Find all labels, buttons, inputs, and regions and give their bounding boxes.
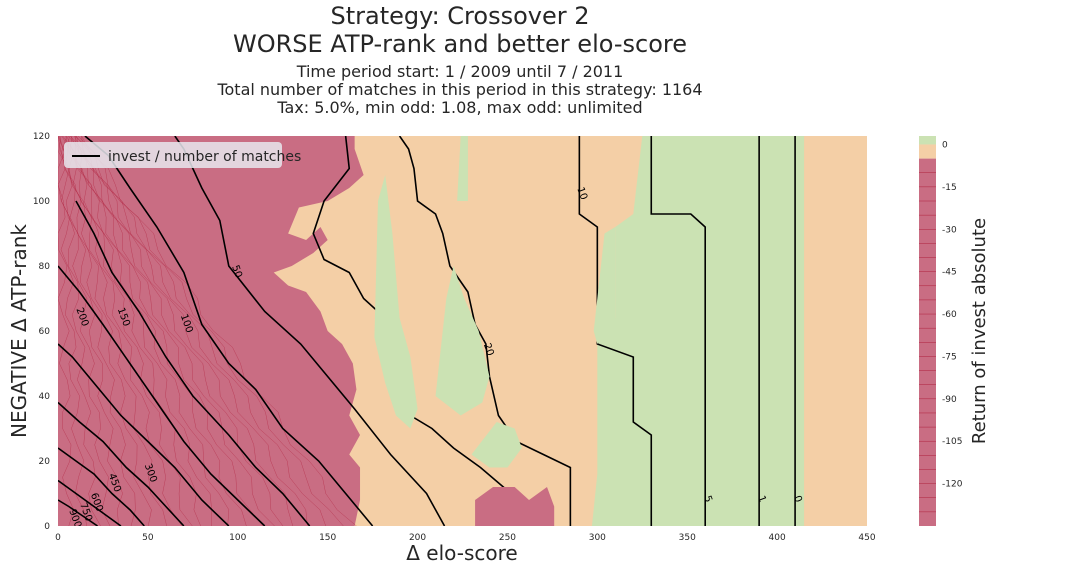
x-tick-label: 300 [589, 533, 606, 543]
contour-line-300 [58, 343, 230, 526]
x-tick-label: 200 [409, 533, 426, 543]
chart-title-line-2: WORSE ATP-rank and better elo-score [232, 30, 688, 58]
colorbar-tick-label: -45 [942, 268, 957, 278]
x-tick-label: 150 [319, 533, 336, 543]
fine-contour-line [61, 136, 183, 526]
y-axis: 0 20 40 60 80 100 120 [33, 132, 50, 532]
colorbar-tick-label: -90 [942, 395, 957, 405]
positive-island [471, 422, 522, 468]
colorbar-ticks: 0 -15 -30 -45 -60 -75 -90 -105 -120 [942, 140, 963, 489]
fine-contour-line [74, 136, 230, 526]
x-tick-label: 100 [229, 533, 246, 543]
fine-contour-line [70, 136, 247, 526]
fine-contour-line [58, 136, 74, 526]
fine-contour-line [58, 136, 111, 526]
negative-region [58, 136, 364, 526]
chart-title-line-1: Strategy: Crossover 2 [330, 2, 590, 30]
x-tick-label: 250 [499, 533, 516, 543]
fine-contour-line [65, 136, 193, 526]
y-axis-label: NEGATIVE Δ ATP-rank [7, 224, 31, 438]
colorbar-bands [919, 136, 936, 526]
contour-label-0: 0 [791, 494, 804, 504]
x-tick-label: 350 [679, 533, 696, 543]
y-tick-label: 0 [44, 522, 50, 532]
contour-label-1: 1 [755, 494, 768, 504]
colorbar-band-neutral [919, 144, 936, 159]
chart-legend: invest / number of matches [64, 142, 301, 168]
colorbar-tick-label: -75 [942, 352, 957, 362]
contour-line-450 [58, 401, 185, 526]
contour-line-900 [58, 499, 99, 526]
contour-label-10: 10 [574, 186, 589, 202]
contour-line-100 [84, 136, 374, 526]
contour-line-200 [58, 265, 266, 526]
chart-subtitle-tax-odds: Tax: 5.0%, min odd: 1.08, max odd: unlim… [277, 98, 643, 117]
y-tick-label: 20 [39, 457, 51, 467]
contour-line-50 [174, 136, 446, 526]
positive-island [593, 227, 616, 344]
chart-subtitle-time-period: Time period start: 1 / 2009 until 7 / 20… [296, 62, 624, 81]
x-axis-label: Δ elo-score [406, 541, 517, 565]
legend-background [64, 142, 282, 168]
fine-contour-line [61, 136, 123, 526]
positive-island [435, 266, 490, 416]
fine-contour-line [67, 136, 264, 526]
colorbar-tick-label: -15 [942, 183, 957, 193]
fine-contour-line [70, 136, 275, 526]
contour-line-150 [75, 200, 311, 526]
y-tick-label: 120 [33, 132, 50, 142]
colorbar-tick-label: -105 [942, 437, 962, 447]
y-tick-label: 40 [39, 392, 51, 402]
x-axis: 0 50 100 150 200 250 300 350 400 450 [55, 533, 876, 543]
negative-island [475, 487, 555, 526]
contour-line-10 [578, 136, 653, 526]
fine-contour-line [76, 136, 284, 526]
contour-line-750 [58, 479, 122, 526]
contour-label-5: 5 [701, 494, 714, 504]
y-tick-label: 80 [39, 262, 51, 272]
x-tick-label: 450 [858, 533, 875, 543]
colorbar-tick-label: -30 [942, 225, 957, 235]
contour-line-5 [650, 136, 707, 526]
positive-region [579, 136, 805, 526]
chart-subtitle-match-count: Total number of matches in this period i… [217, 80, 703, 99]
legend-entry-label: invest / number of matches [108, 149, 301, 165]
fine-contour-line [66, 136, 152, 526]
x-tick-label: 0 [55, 533, 61, 543]
y-tick-label: 100 [33, 197, 50, 207]
colorbar-band-positive [919, 136, 936, 145]
fine-contour-line [75, 136, 212, 526]
colorbar: 0 -15 -30 -45 -60 -75 -90 -105 -120 Return of in… [919, 136, 990, 526]
fine-contour-line [75, 136, 357, 526]
positive-island [457, 136, 468, 201]
x-tick-label: 50 [142, 533, 154, 543]
positive-island [374, 175, 418, 429]
fine-contour-lines [58, 136, 357, 526]
contour-line-20 [398, 136, 572, 526]
fine-contour-line [58, 136, 101, 526]
colorbar-tick-label: 0 [942, 140, 948, 150]
contour-line-600 [58, 447, 145, 526]
fine-contour-line [81, 136, 294, 526]
contour-label-20: 20 [481, 342, 496, 358]
fine-contour-line [74, 136, 344, 526]
y-tick-label: 60 [39, 327, 51, 337]
contour-label-900: 900 [66, 508, 83, 530]
plot-area: 90075060045030020015010050302010510 [58, 136, 867, 530]
contour-label-50: 50 [229, 264, 244, 280]
fine-contour-line [69, 136, 201, 526]
colorbar-tick-label: -60 [942, 310, 957, 320]
colorbar-label: Return of invest absolute [969, 218, 990, 444]
main-contour-lines: 90075060045030020015010050302010510 [58, 136, 804, 530]
fine-contour-line [62, 136, 167, 526]
x-tick-label: 400 [769, 533, 786, 543]
colorbar-tick-label: -120 [942, 480, 963, 490]
